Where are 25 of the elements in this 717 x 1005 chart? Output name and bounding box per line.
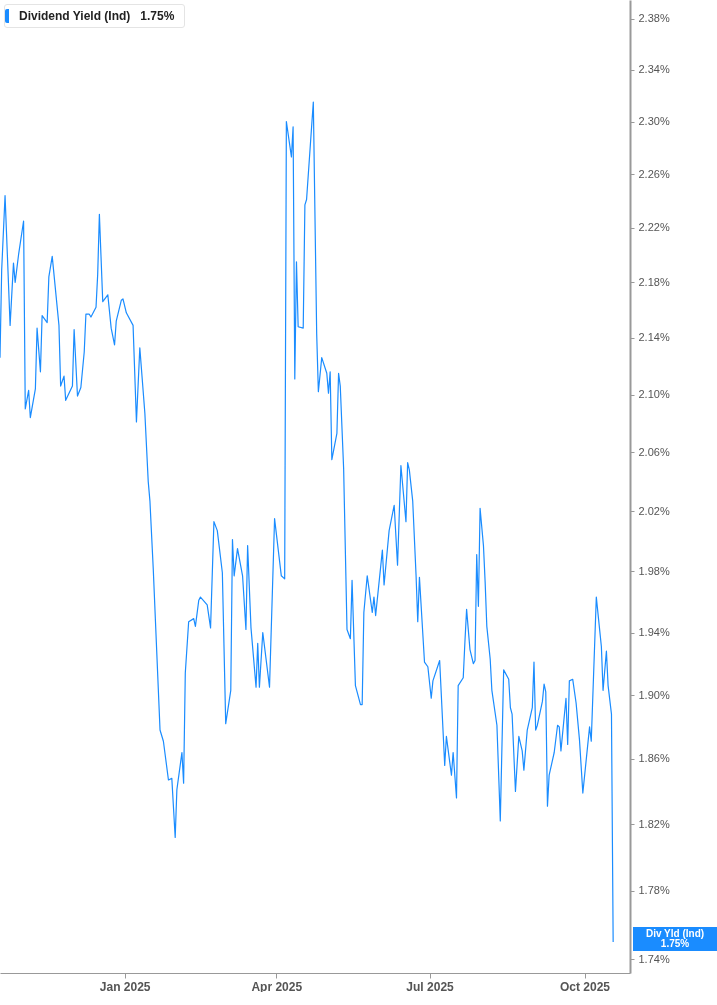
text: 1.75% bbox=[660, 938, 690, 950]
y-tick-label: 2.02% bbox=[638, 504, 670, 517]
y-tick-label: 1.86% bbox=[638, 752, 670, 765]
y-tick-label: 1.98% bbox=[638, 564, 670, 577]
y-tick-label: 1.90% bbox=[638, 688, 670, 701]
x-tick-label: Jan 2025 bbox=[99, 979, 151, 994]
y-tick-label: 1.78% bbox=[638, 884, 670, 897]
y-tick-label: 2.06% bbox=[638, 445, 670, 458]
y-tick-label: 2.14% bbox=[638, 331, 670, 344]
y-tick-label: 2.30% bbox=[638, 115, 670, 128]
legend-label: Dividend Yield (Ind) bbox=[19, 9, 131, 23]
y-tick-label: 2.38% bbox=[638, 12, 670, 25]
text: Div Yld (Ind) bbox=[645, 927, 705, 939]
y-tick-label: 2.10% bbox=[638, 388, 670, 401]
y-tick-label: 2.22% bbox=[638, 221, 670, 234]
y-tick-label: 1.74% bbox=[638, 952, 670, 965]
x-tick-label: Oct 2025 bbox=[560, 979, 611, 994]
line-series bbox=[0, 101, 614, 943]
x-tick-label: Jul 2025 bbox=[406, 979, 455, 994]
y-tick-label: 2.18% bbox=[638, 275, 670, 288]
y-tick-label: 2.26% bbox=[638, 167, 670, 180]
y-tick-label: 2.34% bbox=[638, 63, 670, 76]
y-tick-label: 1.94% bbox=[638, 626, 670, 639]
y-tick-label: 1.82% bbox=[638, 817, 670, 830]
annotation: 1.75% bbox=[140, 9, 175, 23]
